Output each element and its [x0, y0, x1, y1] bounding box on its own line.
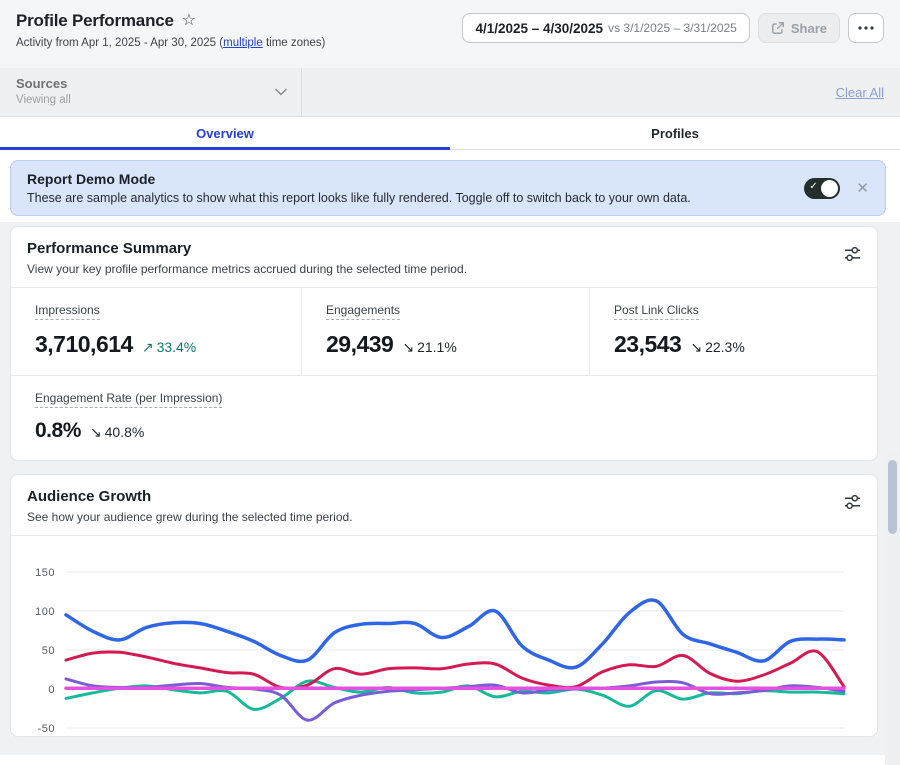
demo-mode-toggle[interactable] — [804, 177, 841, 199]
trend-up-icon: ↗ — [141, 339, 154, 355]
audience-growth-title: Audience Growth — [27, 488, 152, 505]
check-icon — [809, 181, 817, 192]
audience-growth-chart[interactable]: 150 100 50 0 -50 — [11, 536, 877, 736]
share-label: Share — [790, 20, 827, 36]
metric-value: 3,710,614 — [35, 331, 133, 357]
tab-profiles[interactable]: Profiles — [651, 126, 699, 141]
multiple-timezones-link[interactable]: multiple — [223, 37, 263, 49]
ellipsis-icon — [858, 26, 874, 30]
widget-settings-icon[interactable] — [844, 494, 861, 510]
svg-text:-50: -50 — [38, 723, 55, 735]
metric-delta: ↗ 33.4% — [142, 339, 196, 356]
chart-line-blue — [64, 598, 846, 670]
delta-value: 21.1% — [417, 339, 457, 355]
clear-all-link[interactable]: Clear All — [835, 84, 884, 100]
date-range-value: 4/1/2025 – 4/30/2025 — [475, 20, 604, 36]
metric-value: 23,543 — [614, 331, 682, 357]
compare-range-value: vs 3/1/2025 – 3/31/2025 — [608, 21, 737, 35]
sources-label: Sources — [16, 76, 68, 91]
metric-value: 29,439 — [326, 331, 394, 357]
favorite-star-icon[interactable] — [182, 13, 196, 29]
widget-settings-icon[interactable] — [844, 246, 861, 262]
performance-summary-title: Performance Summary — [27, 240, 192, 257]
trend-down-icon: ↘ — [89, 424, 102, 440]
banner-body: These are sample analytics to show what … — [27, 191, 691, 205]
svg-text:150: 150 — [35, 567, 55, 579]
metric-delta: ↘ 22.3% — [690, 339, 744, 356]
audience-growth-subtitle: See how your audience grew during the se… — [27, 510, 353, 524]
chart-area: 150 100 50 0 -50 — [11, 536, 877, 736]
metric-label[interactable]: Impressions — [35, 303, 100, 320]
report-header: Profile Performance Activity from Apr 1,… — [0, 0, 900, 68]
page-title: Profile Performance — [16, 11, 174, 30]
delta-value: 22.3% — [705, 339, 745, 355]
metrics-row: Impressions 3,710,614 ↗ 33.4% Engagements… — [11, 288, 877, 375]
svg-text:0: 0 — [48, 684, 55, 696]
share-button[interactable]: Share — [757, 13, 840, 43]
metric-engagements: Engagements 29,439 ↘ 21.1% — [301, 288, 589, 375]
svg-text:100: 100 — [35, 606, 55, 618]
chart-line-purple — [64, 677, 846, 722]
more-options-button[interactable] — [848, 13, 884, 43]
audience-growth-card: Audience Growth See how your audience gr… — [10, 474, 878, 737]
filters-bar: Sources Viewing all Clear All — [0, 68, 900, 117]
banner-section: Report Demo Mode These are sample analyt… — [0, 150, 900, 222]
tab-overview[interactable]: Overview — [0, 117, 450, 150]
trend-down-icon: ↘ — [402, 339, 415, 355]
scrollbar-track[interactable] — [885, 454, 900, 765]
activity-suffix: time zones) — [262, 37, 326, 49]
report-content: Performance Summary View your key profil… — [0, 222, 900, 765]
share-icon — [771, 22, 784, 34]
metric-label[interactable]: Post Link Clicks — [614, 303, 699, 320]
performance-summary-card: Performance Summary View your key profil… — [10, 226, 878, 461]
activity-range-text: Activity from Apr 1, 2025 - Apr 30, 2025… — [16, 37, 325, 49]
metric-label[interactable]: Engagements — [326, 303, 401, 320]
performance-summary-subtitle: View your key profile performance metric… — [27, 262, 467, 276]
close-icon[interactable] — [856, 179, 869, 197]
metric-post-link-clicks: Post Link Clicks 23,543 ↘ 22.3% — [589, 288, 877, 375]
chart-line-red — [64, 649, 846, 690]
delta-value: 40.8% — [104, 424, 145, 440]
activity-prefix: Activity from Apr 1, 2025 - Apr 30, 2025… — [16, 37, 224, 49]
metric-delta: ↘ 40.8% — [90, 424, 144, 441]
metric-impressions: Impressions 3,710,614 ↗ 33.4% — [11, 288, 301, 375]
svg-text:50: 50 — [42, 645, 55, 657]
date-range-picker[interactable]: 4/1/2025 – 4/30/2025 vs 3/1/2025 – 3/31/… — [462, 13, 750, 43]
toggle-knob — [821, 179, 839, 197]
metric-value: 0.8% — [35, 419, 81, 442]
metric-label[interactable]: Engagement Rate (per Impression) — [35, 391, 223, 408]
banner-title: Report Demo Mode — [27, 171, 156, 187]
demo-mode-banner: Report Demo Mode These are sample analyt… — [10, 160, 886, 216]
trend-down-icon: ↘ — [690, 339, 703, 355]
chevron-down-icon — [275, 88, 287, 96]
report-tabs: Overview Profiles — [0, 117, 900, 150]
scrollbar-thumb[interactable] — [888, 460, 897, 534]
sources-dropdown[interactable]: Sources Viewing all — [0, 68, 302, 116]
sources-value: Viewing all — [16, 94, 71, 106]
metric-delta: ↘ 21.1% — [402, 339, 456, 356]
metric-engagement-rate: Engagement Rate (per Impression) 0.8% ↘ 4… — [11, 375, 877, 460]
delta-value: 33.4% — [156, 339, 197, 355]
